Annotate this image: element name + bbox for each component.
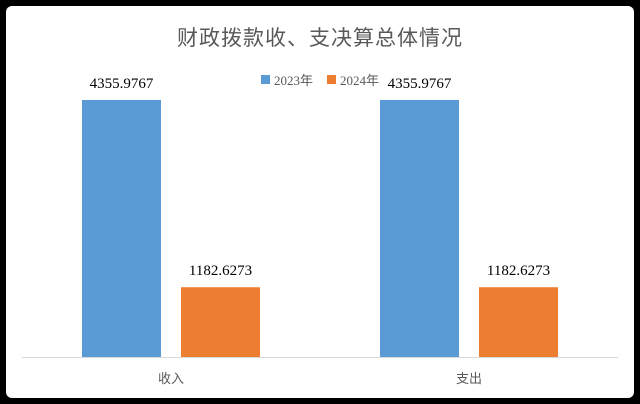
bar-income-0: [82, 99, 161, 357]
data-label-1-0: 4355.9767: [388, 76, 452, 92]
category-label-0: 收入: [158, 372, 184, 387]
data-label-0-0: 4355.9767: [90, 76, 154, 92]
legend-label-2024: 2024年: [340, 73, 380, 88]
chart-title: 财政拨款收、支决算总体情况: [177, 26, 463, 50]
legend-item-2023: 2023年: [260, 70, 313, 89]
bar-plot: 4355.9767 1182.6273 收入 4355.9767 1182.6273 支出: [22, 76, 618, 387]
bar-income-1: [181, 287, 260, 357]
legend: 2023年 2024年: [6, 70, 634, 89]
legend-swatch-2023: [260, 75, 270, 84]
category-label-1: 支出: [456, 372, 482, 387]
bar-expense-0: [380, 99, 459, 357]
chart-frame: 财政拨款收、支决算总体情况 2023年 2024年 4355.9767 1182.…: [6, 6, 634, 398]
legend-label-2023: 2023年: [273, 73, 313, 88]
legend-item-2024: 2024年: [327, 70, 379, 89]
data-label-0-1: 1182.6273: [189, 263, 252, 279]
data-label-1-1: 1182.6273: [487, 263, 550, 279]
bar-expense-1: [479, 287, 558, 357]
legend-swatch-2024: [327, 75, 336, 84]
